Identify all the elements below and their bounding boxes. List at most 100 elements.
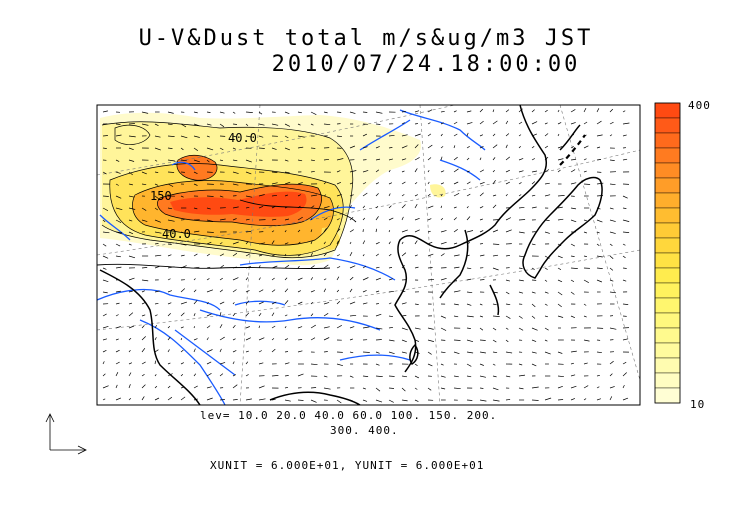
wind-vector (388, 290, 394, 293)
wind-vector (167, 147, 173, 149)
wind-vector (310, 218, 313, 221)
wind-vector (544, 327, 549, 331)
wind-vector (154, 302, 159, 305)
wind-vector (245, 218, 250, 221)
wind-vector (245, 300, 250, 305)
wind-vector (583, 231, 588, 234)
wind-vector (362, 205, 366, 209)
wind-vector (154, 183, 159, 186)
wind-vector (440, 122, 444, 125)
wind-vector (466, 399, 473, 401)
wind-vector (310, 277, 313, 281)
wind-vector (193, 253, 198, 257)
wind-vector (505, 303, 511, 306)
wind-vector (206, 123, 212, 126)
wind-vector (518, 108, 523, 113)
wind-vector (531, 399, 539, 401)
wind-vector (154, 385, 158, 389)
wind-vector (583, 339, 590, 342)
wind-vector (167, 183, 174, 187)
wind-vector (622, 361, 627, 365)
coastlines (99, 105, 603, 405)
wind-vector (102, 171, 107, 175)
wind-vector (193, 207, 198, 210)
wind-vector (284, 375, 289, 377)
wind-vector (479, 181, 485, 185)
wind-vector (310, 363, 318, 366)
wind-vector (479, 375, 486, 378)
wind-vector (258, 111, 263, 115)
wind-vector (609, 207, 614, 210)
wind-vector (544, 156, 549, 161)
wind-vector (596, 374, 600, 377)
wind-vector (193, 111, 198, 114)
wind-vector (167, 278, 171, 281)
wind-vector (622, 219, 630, 222)
wind-vector (375, 290, 380, 293)
wind-vector (349, 229, 354, 233)
wind-vector (258, 289, 264, 293)
wind-vector (232, 350, 237, 353)
wind-vector (258, 254, 263, 257)
wind-vector (401, 229, 408, 233)
wind-vector (453, 121, 458, 125)
wind-vector (128, 135, 136, 138)
wind-vector (492, 315, 500, 317)
wind-vector (232, 147, 237, 150)
wind-vector (375, 339, 382, 341)
wind-vector (557, 399, 564, 401)
wind-vector (414, 399, 419, 402)
wind-vector (336, 170, 341, 173)
wind-vector (401, 122, 405, 125)
wind-vector (297, 314, 302, 317)
wind-vector (193, 348, 196, 353)
wind-vector (609, 291, 617, 294)
wind-vector (323, 351, 328, 353)
wind-vector (167, 313, 171, 317)
wind-vector (245, 171, 252, 175)
wind-vector (622, 207, 627, 209)
wind-vector (388, 387, 395, 389)
wind-vector (531, 181, 536, 185)
wind-vector (219, 348, 222, 353)
wind-vector (180, 123, 187, 128)
wind-vector (349, 314, 357, 317)
wind-vector (466, 170, 470, 173)
wind-vector (414, 387, 418, 390)
wind-vector (297, 205, 301, 209)
wind-vector (245, 277, 249, 281)
wind-vector (102, 243, 107, 247)
wind-vector (180, 254, 185, 257)
wind-vector (193, 278, 196, 281)
wind-vector (388, 326, 394, 329)
wind-vector (102, 373, 106, 377)
wind-vector (427, 170, 430, 173)
wind-vector (193, 123, 200, 127)
wind-vector (362, 351, 370, 353)
wind-vector (427, 230, 431, 233)
wind-vector (466, 110, 472, 113)
wind-vector (609, 219, 616, 222)
wind-vector (505, 315, 511, 319)
wind-vector (219, 159, 224, 162)
wind-vector (245, 326, 250, 329)
wind-vector (128, 312, 134, 317)
wind-vector (245, 195, 253, 198)
wind-vector (154, 147, 161, 151)
wind-vector (375, 216, 379, 221)
wind-vector (388, 351, 395, 355)
wind-vector (245, 111, 253, 113)
wind-vector (427, 278, 435, 281)
wind-vector (375, 241, 380, 245)
wind-vector (271, 205, 276, 209)
wind-vector (297, 194, 301, 197)
wind-vector (128, 123, 135, 125)
wind-vector (193, 135, 200, 138)
wind-vector (258, 312, 262, 317)
wind-vector (128, 349, 131, 353)
wind-vector (518, 327, 524, 331)
wind-vector (141, 111, 149, 114)
wind-vector (375, 277, 382, 281)
wind-vector (284, 399, 291, 402)
wind-vector (284, 147, 291, 151)
